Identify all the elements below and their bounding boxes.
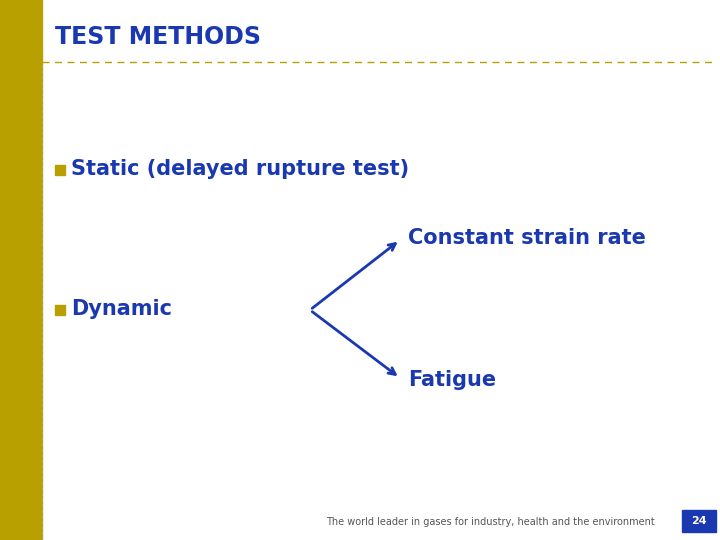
Text: Fatigue: Fatigue [408,370,496,390]
Text: Dynamic: Dynamic [71,299,172,319]
Text: Static (delayed rupture test): Static (delayed rupture test) [71,159,409,179]
Bar [682,510,716,532]
Text: 24: 24 [691,516,707,526]
Text: TEST METHODS: TEST METHODS [55,25,261,49]
Text: The world leader in gases for industry, health and the environment: The world leader in gases for industry, … [325,517,654,527]
Bar [0,0,42,540]
Bar [55,165,65,175]
Bar [55,305,65,315]
Text: 4.: 4. [10,25,35,49]
Text: Constant strain rate: Constant strain rate [408,228,646,248]
